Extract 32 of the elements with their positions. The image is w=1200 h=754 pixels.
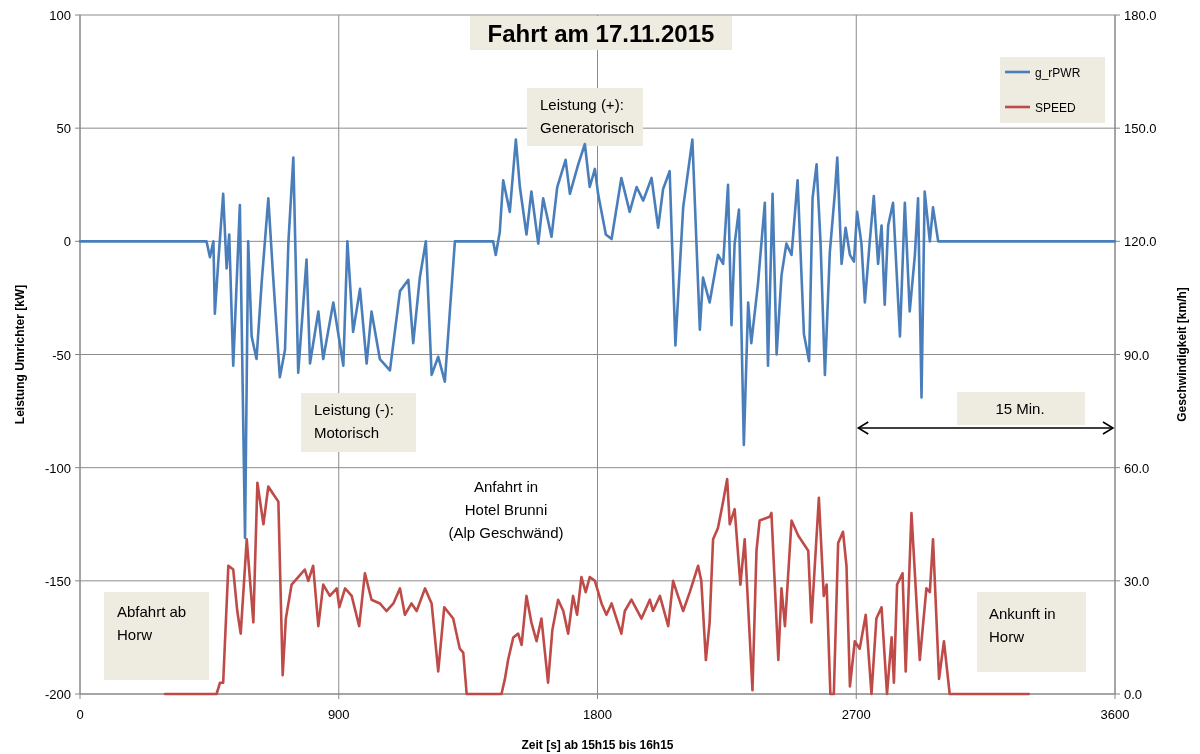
y-tick-label: 0: [63, 234, 71, 250]
x-tick-label: 2700: [841, 707, 871, 722]
annotation: 15 Min.: [995, 400, 1045, 417]
annotation: Abfahrt ab Horw: [117, 603, 187, 643]
x-tick-label: 3600: [1100, 707, 1130, 722]
y2-tick-label: 150.0: [1124, 121, 1157, 137]
x-tick-label: 1800: [583, 707, 612, 722]
y2-tick-label: 180.0: [1124, 8, 1157, 23]
y2-tick-label: 0.0: [1124, 687, 1143, 702]
y2-tick-label: 90.0: [1124, 347, 1150, 363]
legend-label: SPEED: [1035, 101, 1077, 115]
y-axis-title: Leistung Umrichter [kW]: [13, 284, 27, 425]
annotation: Ankunft in Horw: [989, 605, 1056, 645]
y-tick-label: -100: [44, 460, 71, 476]
x-axis-title: Zeit [s] ab 15h15 bis 16h15: [521, 738, 674, 752]
y2-tick-label: 30.0: [1124, 573, 1150, 589]
y-tick-label: 50: [56, 121, 71, 137]
y-tick-label: -150: [44, 573, 71, 589]
y-tick-label: -50: [52, 347, 71, 363]
y2-tick-label: 60.0: [1124, 460, 1150, 476]
y2-axis-title: Geschwindigkeit [km/h]: [1175, 287, 1189, 422]
y-tick-label: 100: [49, 8, 71, 23]
legend-label: g_rPWR: [1035, 66, 1081, 80]
y2-tick-label: 120.0: [1124, 234, 1157, 250]
y-tick-label: -200: [44, 687, 71, 702]
x-tick-label: 900: [327, 707, 350, 722]
line-series: [78, 138, 1117, 540]
chart-title: Fahrt am 17.11.2015: [487, 20, 715, 47]
annotation: Anfahrt in Hotel Brunni (Alp Geschwänd): [448, 478, 564, 541]
annotation: Leistung (-): Motorisch: [314, 401, 395, 441]
x-tick-label: 0: [76, 707, 84, 722]
annotation: Leistung (+): Generatorisch: [540, 96, 635, 136]
